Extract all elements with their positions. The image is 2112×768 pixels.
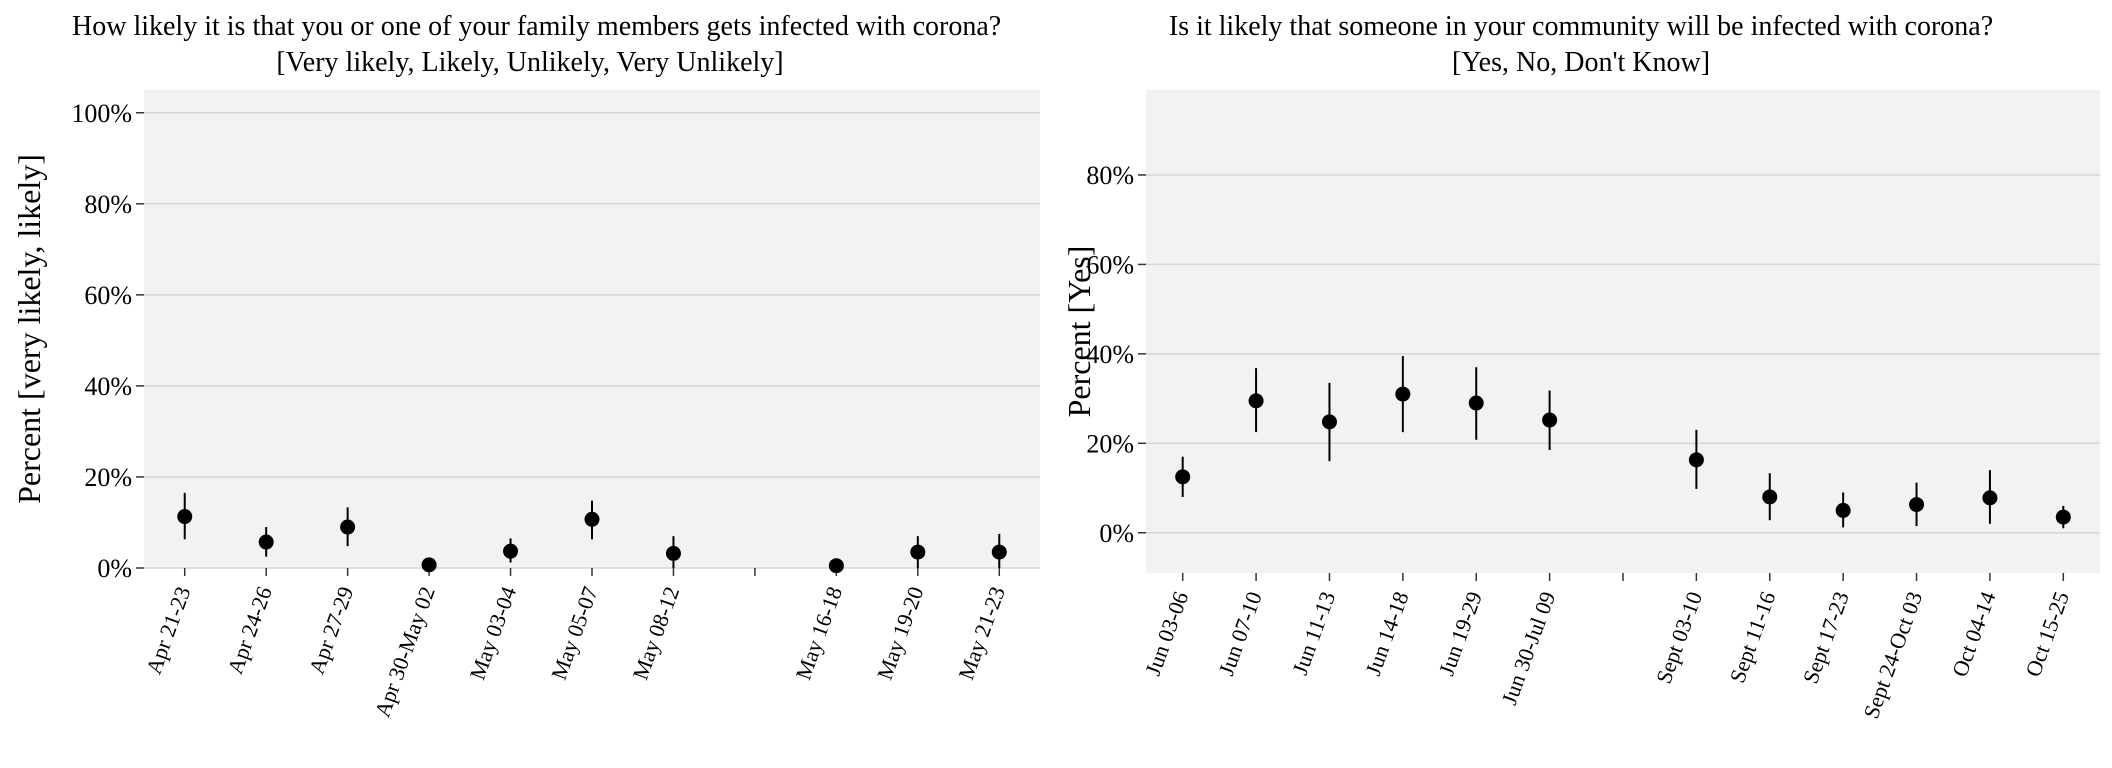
y-tick-label: 20% — [1086, 429, 1134, 458]
x-tick-label: May 03-04 — [465, 583, 522, 683]
data-point — [1909, 497, 1925, 513]
y-tick-label: 80% — [1086, 161, 1134, 190]
y-tick-label: 0% — [97, 554, 132, 583]
x-tick-label: May 08-12 — [627, 583, 684, 683]
data-point — [828, 558, 844, 574]
x-tick-label: Jun 14-18 — [1360, 588, 1413, 679]
x-tick-label: Apr 24-26 — [222, 583, 277, 677]
data-point — [1175, 469, 1191, 485]
y-tick-label: 20% — [84, 463, 132, 492]
data-point — [177, 509, 193, 525]
data-point — [1248, 393, 1264, 409]
data-point — [665, 545, 681, 561]
x-tick-label: Apr 30-May 02 — [369, 583, 439, 720]
data-point — [340, 519, 356, 535]
data-point — [2055, 509, 2071, 525]
right-chart-panel: Is it likely that someone in your commun… — [1050, 0, 2112, 768]
x-tick-label: Apr 27-29 — [304, 583, 359, 677]
y-tick-label: 40% — [84, 372, 132, 401]
x-tick-label: May 21-23 — [953, 583, 1010, 683]
data-point — [1395, 386, 1411, 402]
y-axis-title: Percent [very likely, likely] — [11, 154, 47, 504]
data-point — [503, 543, 519, 559]
y-tick-label: 40% — [1086, 340, 1134, 369]
x-tick-label: Jun 30-Jul 09 — [1496, 588, 1560, 708]
right-chart-svg: 0% 20% 40% 60% 80% Jun 03-06 Jun 07-10 Jun 11-1… — [1061, 90, 2100, 722]
x-tick-label: Sept 03-10 — [1651, 588, 1707, 687]
data-point — [1321, 414, 1337, 430]
x-tick-label: Apr 21-23 — [141, 583, 196, 677]
data-point — [1982, 490, 1998, 506]
data-point — [258, 534, 274, 550]
data-point — [1762, 489, 1778, 505]
data-point — [1542, 412, 1558, 428]
chart-title: How likely it is that you or one of your… — [72, 11, 1002, 42]
plot-background — [1146, 90, 2100, 573]
data-point — [991, 544, 1007, 560]
y-tick-label: 80% — [84, 190, 132, 219]
x-tick-label: May 05-07 — [546, 583, 603, 683]
left-chart-svg: 0% 20% 40% 60% 80% 100% Apr 21-23 Apr 24-26 Apr … — [11, 90, 1040, 720]
y-tick-label: 0% — [1099, 519, 1134, 548]
x-tick-label: May 19-20 — [872, 583, 929, 683]
x-tick-label: Oct 04-14 — [1947, 588, 2001, 680]
data-point — [421, 557, 437, 573]
chart-subtitle: [Yes, No, Don't Know] — [1451, 47, 1711, 78]
data-point — [1468, 395, 1484, 411]
chart-title: Is it likely that someone in your commun… — [1168, 11, 1994, 42]
y-tick-label: 60% — [84, 281, 132, 310]
data-point — [1835, 502, 1851, 518]
x-tick-label: Sept 17-23 — [1798, 588, 1854, 687]
data-point — [1688, 452, 1704, 468]
data-point — [910, 544, 926, 560]
y-tick-label: 60% — [1086, 250, 1134, 279]
y-axis-title: Percent [Yes] — [1061, 246, 1097, 418]
chart-subtitle: [Very likely, Likely, Unlikely, Very Unl… — [276, 47, 784, 78]
x-tick-label: Jun 11-13 — [1287, 588, 1340, 678]
data-point — [584, 511, 600, 527]
x-tick-label: Oct 15-25 — [2020, 588, 2074, 680]
plot-background — [144, 90, 1040, 568]
left-chart-panel: How likely it is that you or one of your… — [0, 0, 1050, 768]
x-tick-label: Jun 19-29 — [1434, 588, 1487, 679]
x-tick-label: Sept 11-16 — [1724, 588, 1780, 686]
x-tick-label: Sept 24-Oct 03 — [1858, 588, 1927, 722]
x-tick-label: Jun 03-06 — [1140, 588, 1193, 679]
x-tick-label: Jun 07-10 — [1213, 588, 1266, 679]
y-tick-label: 100% — [71, 99, 132, 128]
x-tick-label: May 16-18 — [790, 583, 847, 683]
